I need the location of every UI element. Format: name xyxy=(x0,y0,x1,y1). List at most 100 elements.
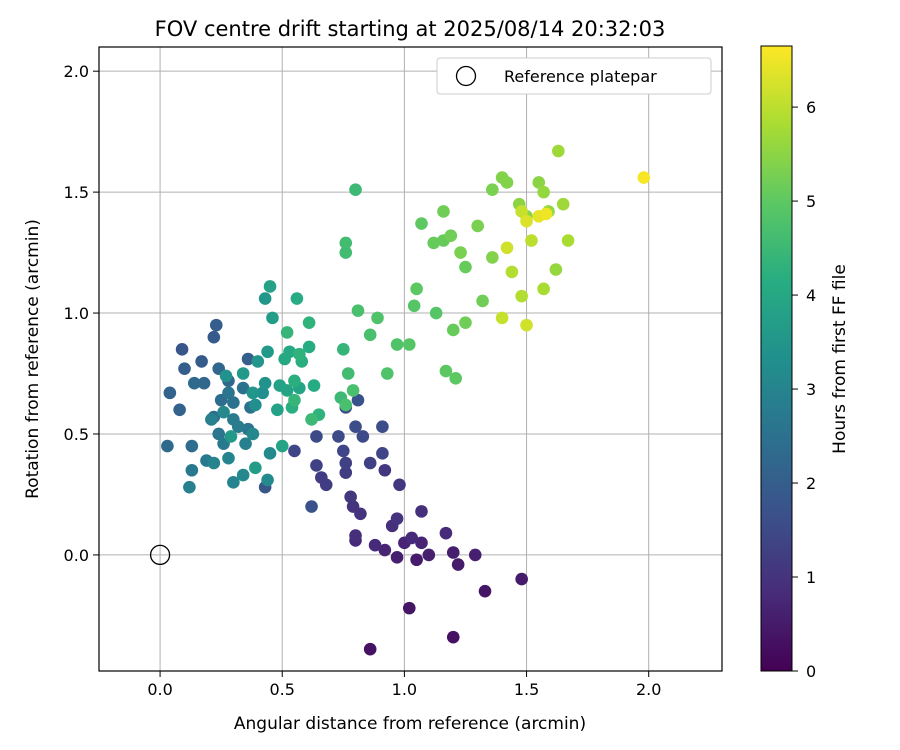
data-point xyxy=(280,384,294,397)
data-point xyxy=(500,241,514,255)
data-point xyxy=(222,386,235,400)
data-point xyxy=(178,362,191,375)
data-point xyxy=(305,413,318,426)
colorbar-ticks: 0 1 2 3 4 5 6 xyxy=(792,98,816,681)
data-point xyxy=(283,345,296,359)
data-point xyxy=(341,367,355,380)
colorbar-tick-label: 6 xyxy=(806,98,816,117)
x-tick-label: 0.0 xyxy=(147,680,172,699)
data-point xyxy=(222,451,235,465)
data-point xyxy=(307,379,321,392)
y-tick-label: 2.0 xyxy=(64,62,89,81)
data-point xyxy=(378,463,392,477)
data-point xyxy=(637,171,651,184)
data-point xyxy=(315,471,328,484)
data-point xyxy=(515,572,528,586)
data-point xyxy=(495,311,509,325)
data-point xyxy=(376,420,389,434)
data-point xyxy=(405,531,419,545)
y-tick-label: 0.5 xyxy=(64,425,89,444)
data-point xyxy=(293,347,306,361)
data-point xyxy=(175,343,189,356)
data-point xyxy=(261,345,274,359)
data-point xyxy=(266,311,279,325)
data-point xyxy=(263,280,277,293)
data-point xyxy=(449,372,462,385)
reference-platepar-marker xyxy=(149,544,171,566)
data-point xyxy=(185,463,199,477)
grid xyxy=(99,47,722,671)
data-point xyxy=(556,197,570,211)
data-point xyxy=(459,316,472,330)
data-point xyxy=(422,548,436,562)
x-axis-label: Angular distance from reference (arcmin) xyxy=(234,714,586,734)
data-point xyxy=(219,369,233,383)
data-point xyxy=(363,642,377,656)
data-point xyxy=(288,374,301,388)
colorbar-label: Hours from first FF file xyxy=(830,264,850,454)
data-point xyxy=(539,207,553,221)
data-point xyxy=(205,413,218,426)
data-point xyxy=(390,512,404,525)
data-point xyxy=(561,234,575,247)
y-tick-label: 1.0 xyxy=(64,304,89,323)
x-tick-label: 1.0 xyxy=(392,680,417,699)
data-point xyxy=(332,430,345,443)
data-point xyxy=(349,529,362,542)
data-point xyxy=(275,439,289,453)
data-point xyxy=(261,473,274,487)
data-point xyxy=(415,217,428,230)
data-point xyxy=(173,403,186,417)
data-point xyxy=(415,536,428,550)
data-point xyxy=(407,299,421,313)
data-point xyxy=(339,398,353,412)
legend: Reference platepar xyxy=(436,57,712,95)
data-point xyxy=(256,386,269,400)
data-point xyxy=(390,338,404,351)
data-point xyxy=(437,205,450,218)
data-point xyxy=(515,289,528,303)
data-point xyxy=(486,251,499,264)
data-point xyxy=(363,456,377,470)
data-point xyxy=(532,176,546,189)
data-point xyxy=(185,439,199,453)
data-point xyxy=(468,548,482,562)
data-point xyxy=(520,214,533,228)
data-point xyxy=(241,352,255,366)
data-point xyxy=(207,456,221,470)
data-point xyxy=(446,630,460,644)
data-points xyxy=(161,144,651,656)
data-point xyxy=(249,398,262,412)
data-point xyxy=(476,294,489,308)
data-point xyxy=(280,326,294,339)
data-point xyxy=(339,456,353,470)
data-point xyxy=(371,311,384,325)
data-point xyxy=(346,500,360,513)
x-tick-label: 0.5 xyxy=(270,680,295,699)
data-point xyxy=(351,304,365,317)
colorbar-tick-label: 4 xyxy=(806,286,816,305)
data-point xyxy=(236,381,250,395)
y-tick-label: 0.0 xyxy=(64,546,89,565)
data-point xyxy=(454,246,467,259)
data-point xyxy=(271,403,284,417)
data-point xyxy=(537,185,550,199)
data-point xyxy=(163,386,177,400)
colorbar-tick-label: 0 xyxy=(806,662,816,681)
plot-frame xyxy=(98,46,723,672)
data-point xyxy=(161,439,174,453)
chart-title: FOV centre drift starting at 2025/08/14 … xyxy=(155,17,666,41)
data-point xyxy=(376,447,389,460)
data-point xyxy=(505,265,519,279)
data-point xyxy=(209,318,223,332)
data-point xyxy=(549,263,563,276)
data-point xyxy=(427,236,441,250)
data-point xyxy=(402,338,416,351)
data-point xyxy=(339,236,353,250)
y-tick-label: 1.5 xyxy=(64,183,89,202)
data-point xyxy=(537,282,550,296)
data-point xyxy=(525,234,538,247)
data-point xyxy=(246,386,260,400)
data-point xyxy=(258,292,272,305)
